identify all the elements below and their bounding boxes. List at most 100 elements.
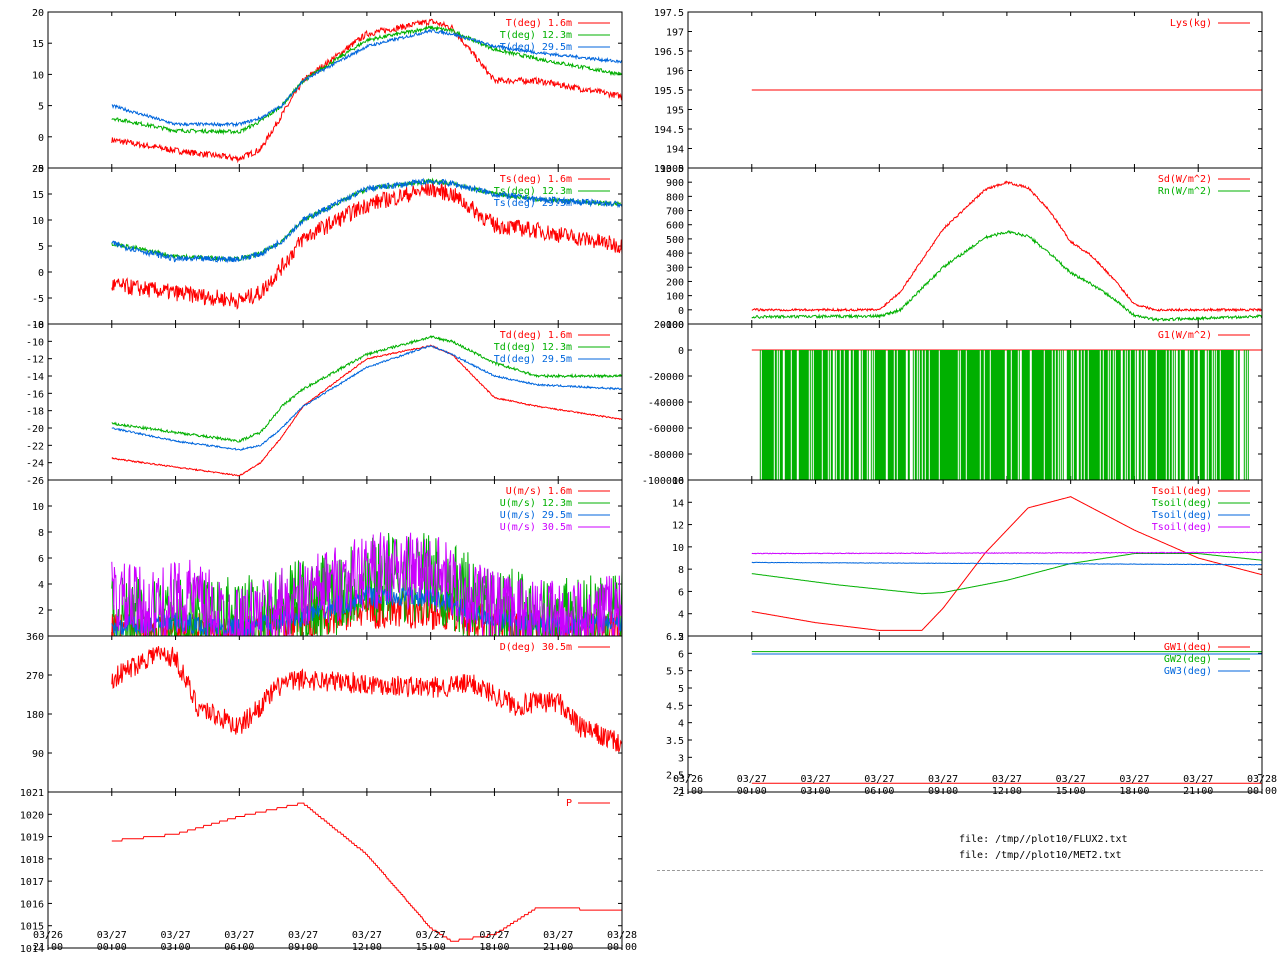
y-tick-label: 200 — [666, 277, 684, 288]
y-tick-label: 4 — [678, 610, 684, 621]
series-line — [759, 350, 1249, 480]
y-tick-label: 5 — [38, 102, 44, 113]
x-tick-time: 09:00 — [928, 786, 958, 797]
footer-divider — [657, 870, 1263, 871]
x-tick-time: 12:00 — [992, 786, 1022, 797]
series-line — [751, 553, 1262, 595]
y-tick-label: 10 — [32, 502, 44, 513]
y-tick-label: 10 — [672, 543, 684, 554]
legend-label: U(m/s) 30.5m — [500, 522, 572, 533]
x-tick-date: 03/27 — [1183, 774, 1213, 785]
x-tick-time: 03:00 — [801, 786, 831, 797]
y-tick-label: 800 — [666, 192, 684, 203]
y-tick-label: 2 — [678, 788, 684, 799]
y-tick-label: -10 — [26, 337, 44, 348]
legend-label: Sd(W/m^2) — [1158, 174, 1212, 185]
series-line — [111, 18, 622, 164]
x-tick-date: 03/27 — [97, 930, 127, 941]
y-tick-label: 1014 — [20, 944, 44, 955]
y-tick-label: -5 — [32, 164, 44, 175]
y-tick-label: 6 — [678, 587, 684, 598]
x-tick-time: 21:00 — [1183, 786, 1213, 797]
y-tick-label: 8 — [678, 565, 684, 576]
x-tick-time: 06:00 — [864, 786, 894, 797]
plot-frame — [687, 635, 1263, 793]
y-tick-label: 10 — [32, 70, 44, 81]
x-tick-date: 03/27 — [161, 930, 191, 941]
y-tick-label: 2 — [38, 606, 44, 617]
legend-label: GW1(deg) — [1164, 642, 1212, 653]
legend-label: U(m/s) 12.3m — [500, 498, 572, 509]
legend-label: U(m/s) 1.6m — [506, 486, 572, 497]
series-line — [111, 345, 622, 451]
legend-label: Ts(deg) 1.6m — [500, 174, 572, 185]
y-tick-label: 3.5 — [666, 736, 684, 747]
chart-panel-10: 2 2.5 3 3.5 4 4.5 5 5.5 6 6.5 GW1(deg)GW2(deg)GW3(… — [666, 632, 1263, 799]
legend-label: Rn(W/m^2) — [1158, 186, 1212, 197]
y-tick-label: 0 — [38, 268, 44, 279]
y-tick-label: -100 — [660, 320, 684, 331]
y-tick-label: 5 — [38, 242, 44, 253]
y-tick-label: -10 — [26, 320, 44, 331]
y-tick-label: 195 — [666, 106, 684, 117]
x-tick-time: 21:00 — [33, 942, 63, 953]
y-tick-label: -8 — [32, 320, 44, 331]
y-tick-label: -12 — [26, 355, 44, 366]
y-tick-label: 1015 — [20, 922, 44, 933]
y-tick-label: 360 — [26, 632, 44, 643]
legend-label: GW3(deg) — [1164, 666, 1212, 677]
y-tick-label: -22 — [26, 441, 44, 452]
chart-panel-3: 2 4 6 8 10 U(m/s) 1.6mU(m/s) 12.3mU(m/s) 29.5… — [32, 479, 623, 637]
legend-label: Td(deg) 12.3m — [494, 342, 572, 353]
series-line — [111, 802, 622, 942]
series-line — [751, 180, 1262, 313]
x-tick-date: 03/27 — [928, 774, 958, 785]
y-tick-label: 1017 — [20, 877, 44, 888]
x-tick-time: 12:00 — [352, 942, 382, 953]
y-tick-label: 400 — [666, 249, 684, 260]
y-tick-label: 12 — [672, 521, 684, 532]
series-line — [111, 28, 622, 128]
y-tick-label: 5.5 — [666, 667, 684, 678]
series-line — [751, 496, 1262, 631]
x-tick-date: 03/26 — [33, 930, 63, 941]
y-tick-label: 195.5 — [654, 86, 684, 97]
x-axis-left: 03/2621:0003/2700:0003/2703:0003/2706:00… — [33, 930, 637, 953]
y-tick-label: -5 — [32, 294, 44, 305]
legend-label: Lys(kg) — [1170, 18, 1212, 29]
y-tick-label: -40000 — [648, 398, 684, 409]
y-tick-label: -80000 — [648, 450, 684, 461]
legend-label: Tsoil(deg) — [1152, 498, 1212, 509]
chart-panel-7: -100 0 100 200 300 400 500 600 700 800 900 1000 Sd(W… — [660, 164, 1263, 331]
y-tick-label: -20000 — [648, 372, 684, 383]
series-line — [111, 532, 622, 636]
x-tick-time: 00:00 — [607, 942, 637, 953]
series-line — [751, 551, 1262, 555]
x-tick-time: 06:00 — [224, 942, 254, 953]
y-tick-label: 16 — [672, 476, 684, 487]
x-tick-date: 03/27 — [737, 774, 767, 785]
y-tick-label: -100000 — [642, 476, 684, 487]
x-tick-time: 00:00 — [97, 942, 127, 953]
x-tick-date: 03/28 — [607, 930, 637, 941]
y-tick-label: 196.5 — [654, 47, 684, 58]
chart-panel-2: -26-24-22-20-18-16-14-12-10-8Td(deg) 1.6… — [26, 320, 623, 487]
y-tick-label: 2 — [678, 632, 684, 643]
x-tick-date: 03/27 — [1056, 774, 1086, 785]
y-tick-label: 15 — [32, 190, 44, 201]
x-tick-date: 03/27 — [479, 930, 509, 941]
y-tick-label: -14 — [26, 372, 44, 383]
x-tick-time: 09:00 — [288, 942, 318, 953]
y-tick-label: 90 — [32, 749, 44, 760]
chart-panel-5: 1014 1015 1016 1017 1018 1019 1020 1021 P — [20, 788, 623, 955]
series-line — [111, 25, 622, 136]
y-tick-label: 194.5 — [654, 125, 684, 136]
x-tick-time: 00:00 — [1247, 786, 1277, 797]
legend-label: GW2(deg) — [1164, 654, 1212, 665]
plot-frame — [47, 791, 623, 949]
y-tick-label: 600 — [666, 221, 684, 232]
series-line — [751, 230, 1262, 322]
y-tick-label: 0 — [38, 133, 44, 144]
y-tick-label: 6 — [678, 649, 684, 660]
